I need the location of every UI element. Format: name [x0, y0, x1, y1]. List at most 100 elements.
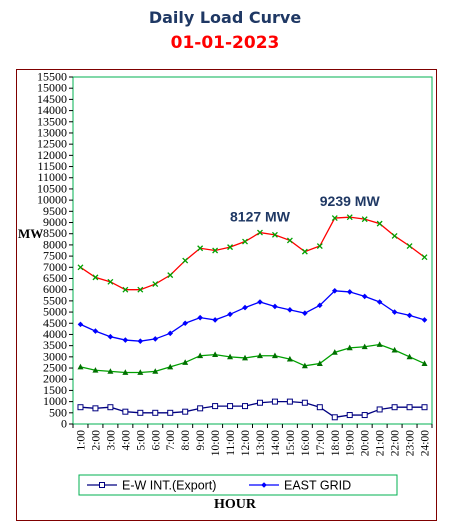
data-point: [92, 274, 99, 281]
x-tick-label: 22:00: [390, 430, 402, 456]
data-point: [182, 320, 188, 327]
y-tick-label: 10500: [37, 181, 67, 195]
data-point: [391, 404, 398, 411]
legend-marker: [261, 482, 267, 488]
y-tick-label: 1000: [43, 394, 67, 408]
data-point: [271, 398, 278, 405]
series-line-3: [80, 400, 425, 418]
data-point: [242, 304, 248, 311]
data-point: [271, 231, 278, 238]
y-tick-label: 14000: [37, 103, 67, 117]
x-tick-label: 6:00: [150, 430, 162, 451]
y-tick-label: 4500: [43, 316, 67, 330]
x-tick-label: 20:00: [360, 430, 372, 456]
marker-stroke: [182, 257, 189, 264]
data-point: [107, 368, 114, 374]
x-tick-label: 13:00: [255, 430, 267, 456]
x-tick-label: 7:00: [165, 430, 177, 451]
legend-label: E-W INT.(Export): [122, 479, 216, 493]
marker-stroke: [286, 237, 293, 244]
data-point: [316, 360, 323, 366]
y-tick-label: 4000: [43, 327, 67, 341]
chart-title: Daily Load Curve: [148, 8, 302, 27]
data-point: [391, 232, 398, 239]
series-line-0: [80, 216, 425, 291]
data-point: [331, 414, 338, 421]
legend-box: [78, 474, 398, 496]
data-point: [92, 405, 99, 412]
marker-stroke: [122, 286, 129, 293]
data-point: [227, 244, 234, 251]
data-point: [302, 310, 308, 316]
data-point: [257, 229, 263, 236]
x-tick-label: 17:00: [315, 430, 327, 456]
legend-marker: [99, 482, 105, 488]
y-tick-label: 12000: [37, 148, 67, 162]
data-point: [77, 264, 84, 271]
data-point: [107, 333, 114, 340]
x-tick-label: 4:00: [120, 430, 132, 451]
y-tick-label: 2500: [43, 361, 67, 375]
data-point: [137, 369, 144, 375]
x-tick-label: 15:00: [285, 430, 297, 456]
marker-stroke: [346, 214, 353, 221]
data-point: [406, 404, 413, 411]
data-point: [257, 299, 263, 305]
data-point: [137, 409, 144, 416]
x-tick-label: 9:00: [195, 430, 207, 451]
data-point: [331, 287, 338, 294]
data-point: [227, 353, 234, 360]
legend: E-W INT.(Export) EAST GRID: [78, 474, 398, 496]
data-point: [77, 321, 84, 328]
y-tick-label: 13000: [37, 125, 67, 139]
data-point: [421, 254, 428, 261]
data-point: [137, 286, 144, 293]
y-tick-label: 7500: [43, 249, 67, 263]
y-tick-label: 15000: [37, 81, 67, 95]
data-point: [92, 328, 99, 334]
y-tick-label: 3000: [43, 349, 67, 363]
y-tick-label: 13500: [37, 114, 67, 128]
marker-stroke: [331, 215, 338, 221]
x-tick-label: 11:00: [225, 430, 237, 456]
y-tick-label: 5000: [43, 305, 67, 319]
x-tick-label: 8:00: [180, 430, 192, 451]
y-tick-label: 7000: [43, 260, 67, 274]
y-tick-label: 9000: [43, 215, 67, 229]
data-point: [406, 243, 413, 249]
data-point: [152, 281, 159, 288]
data-point: [107, 278, 114, 285]
y-tick-label: 14500: [37, 92, 67, 106]
y-tick-label: 2000: [43, 372, 67, 386]
data-point: [152, 409, 159, 416]
data-point: [331, 349, 338, 355]
y-tick-label: 10000: [37, 193, 67, 207]
data-point: [167, 330, 174, 337]
data-point: [376, 299, 383, 305]
data-point: [242, 354, 249, 361]
marker-stroke: [107, 278, 114, 285]
data-point: [406, 312, 413, 319]
data-point: [286, 237, 293, 244]
data-point: [167, 363, 174, 370]
y-axis-label: MW: [18, 226, 43, 241]
data-point: [301, 362, 308, 369]
x-tick-label: 10:00: [210, 430, 222, 456]
marker-stroke: [316, 243, 323, 249]
data-point: [122, 337, 129, 343]
y-tick-label: 9500: [43, 204, 67, 218]
y-tick-label: 3500: [43, 338, 67, 352]
x-tick-label: 3:00: [105, 430, 117, 451]
annotation-label: 9239 MW: [320, 193, 381, 209]
y-tick-label: 6500: [43, 271, 67, 285]
marker-stroke: [242, 238, 248, 245]
data-point: [421, 317, 428, 323]
data-point: [152, 368, 159, 374]
load-curve-chart: 0500100015002000250030003500400045005000…: [18, 70, 433, 512]
y-tick-label: 11000: [37, 170, 67, 184]
y-tick-label: 1500: [43, 383, 67, 397]
y-tick-label: 0: [61, 417, 67, 431]
data-point: [286, 398, 293, 405]
y-tick-label: 11500: [37, 159, 67, 173]
data-point: [227, 403, 234, 410]
